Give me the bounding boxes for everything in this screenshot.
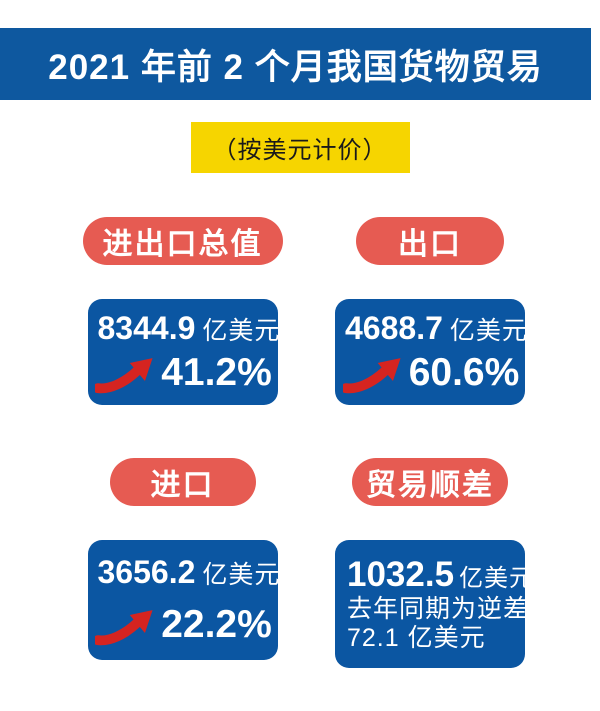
value-line: 4688.7 亿美元 [345, 309, 527, 347]
growth-arrow-icon [95, 352, 159, 394]
stat-label-pill: 出口 [356, 217, 504, 265]
growth-arrow-icon [95, 604, 159, 646]
surplus-note-line2: 72.1 亿美元 [347, 624, 486, 652]
stat-growth-percent: 22.2% [161, 602, 272, 646]
stat-unit: 亿美元 [202, 560, 281, 589]
trend-line: 41.2% [95, 350, 272, 395]
stat-value: 4688.7 [345, 309, 443, 346]
stat-card-total: 进出口总值 8344.9 亿美元 41.2% [82, 217, 283, 405]
value-line: 1032.5 亿美元 [347, 555, 533, 595]
stat-value: 3656.2 [97, 553, 196, 590]
stat-value-box: 3656.2 亿美元 22.2% [87, 540, 280, 660]
stat-label-pill: 贸易顺差 [352, 458, 508, 506]
stat-growth-percent: 60.6% [408, 350, 520, 394]
stat-label-pill: 进口 [109, 458, 256, 506]
stat-value-box: 4688.7 亿美元 60.6% [335, 299, 527, 405]
trade-infographic: 2021 年前 2 个月我国货物贸易 （按美元计价） 进出口总值 8344.9 … [0, 28, 600, 668]
surplus-note-line1: 去年同期为逆差 [347, 595, 530, 623]
stat-card-import: 进口 3656.2 亿美元 22.2% [85, 458, 280, 668]
value-line: 3656.2 亿美元 [97, 553, 280, 591]
stat-unit: 亿美元 [202, 316, 281, 345]
value-line: 8344.9 亿美元 [97, 309, 280, 347]
stat-card-surplus: 贸易顺差 1032.5 亿美元 去年同期为逆差 72.1 亿美元 [335, 458, 533, 668]
stat-label-pill: 进出口总值 [82, 217, 283, 265]
stat-unit: 亿美元 [449, 316, 528, 345]
stat-unit: 亿美元 [459, 565, 535, 592]
stats-grid: 进出口总值 8344.9 亿美元 41.2% [82, 217, 533, 668]
stat-value: 8344.9 [97, 309, 196, 346]
trend-line: 60.6% [342, 350, 520, 395]
stat-growth-percent: 41.2% [161, 350, 272, 394]
stat-value: 1032.5 [347, 555, 455, 594]
stat-value-box: 8344.9 亿美元 41.2% [87, 299, 280, 405]
stat-card-export: 出口 4688.7 亿美元 60.6% [335, 217, 527, 405]
stat-value-box: 1032.5 亿美元 去年同期为逆差 72.1 亿美元 [335, 540, 533, 668]
title-banner: 2021 年前 2 个月我国货物贸易 [0, 28, 591, 100]
currency-note-badge: （按美元计价） [190, 122, 410, 173]
growth-arrow-icon [342, 352, 407, 394]
subtitle-row: （按美元计价） [0, 122, 600, 173]
page-title: 2021 年前 2 个月我国货物贸易 [48, 47, 543, 87]
trend-line: 22.2% [95, 602, 272, 647]
